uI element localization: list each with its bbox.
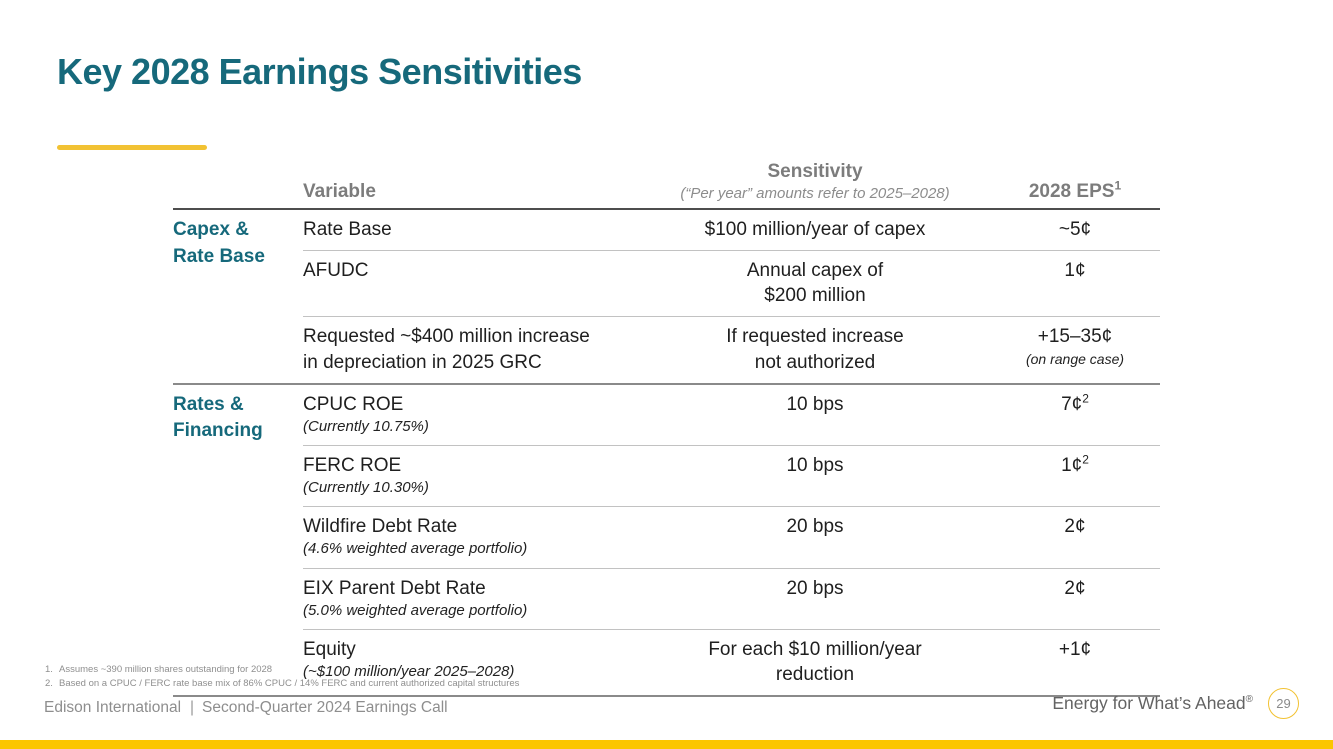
sensitivity-cell: If requested increase not authorized xyxy=(640,316,990,384)
footer-attribution: Edison International | Second-Quarter 2024… xyxy=(44,699,448,717)
eps-cell: 1¢2 xyxy=(990,444,1160,507)
footer-branding: Energy for What’s Ahead® 29 xyxy=(1052,688,1299,719)
eps-cell: 7¢2 xyxy=(990,382,1160,446)
table-header-row: Variable Sensitivity (“Per year” amounts… xyxy=(173,160,1160,211)
eps-header-label: 2028 EPS xyxy=(1028,180,1115,202)
col-header-variable: Variable xyxy=(303,160,640,211)
sensitivity-cell: 10 bps xyxy=(640,382,990,446)
variable-cell: EIX Parent Debt Rate (5.0% weighted aver… xyxy=(303,567,640,630)
col-header-sensitivity: Sensitivity (“Per year” amounts refer to… xyxy=(640,160,990,211)
sensitivities-table: Variable Sensitivity (“Per year” amounts… xyxy=(173,160,1160,698)
eps-cell: 2¢ xyxy=(990,506,1160,569)
table-row: EIX Parent Debt Rate (5.0% weighted aver… xyxy=(173,567,1160,630)
footer-company: Edison International xyxy=(44,699,182,716)
variable-cell: Requested ~$400 million increase in depr… xyxy=(303,316,640,384)
eps-cell: +15–35¢ (on range case) xyxy=(990,316,1160,384)
eps-cell: 2¢ xyxy=(990,567,1160,630)
variable-cell: Rate Base xyxy=(303,219,392,241)
footer-event: Second-Quarter 2024 Earnings Call xyxy=(202,699,448,716)
brand-tagline: Energy for What’s Ahead® xyxy=(1052,693,1253,713)
footer-divider: | xyxy=(190,699,195,716)
sensitivity-cell: For each $10 million/year reduction xyxy=(640,628,990,697)
eps-cell: 1¢ xyxy=(990,250,1160,317)
page-number-badge: 29 xyxy=(1268,688,1299,719)
eps-cell: +1¢ xyxy=(990,628,1160,697)
bottom-accent-bar xyxy=(0,740,1333,749)
earnings-sensitivities-table: Variable Sensitivity (“Per year” amounts… xyxy=(173,160,1160,698)
group-label-capex-rate-base: Capex & Rate Base xyxy=(173,219,265,267)
page-title: Key 2028 Earnings Sensitivities xyxy=(57,51,582,92)
sensitivity-cell: Annual capex of $200 million xyxy=(640,250,990,317)
footnote-2: 2. Based on a CPUC / FERC rate base mix … xyxy=(45,677,520,689)
sensitivity-header-label: Sensitivity xyxy=(767,161,863,182)
footnotes: 1. Assumes ~390 million shares outstandi… xyxy=(45,663,519,691)
table-row: Rates & Financing CPUC ROE (Currently 10… xyxy=(173,382,1160,697)
col-header-eps: 2028 EPS1 xyxy=(990,160,1160,211)
sensitivity-header-note: (“Per year” amounts refer to 2025–2028) xyxy=(680,184,950,202)
variable-cell: CPUC ROE (Currently 10.75%) xyxy=(303,382,640,446)
registered-trademark-symbol: ® xyxy=(1245,694,1253,706)
table-row: Equity (~$100 million/year 2025–2028) Fo… xyxy=(173,628,1160,697)
page-number: 29 xyxy=(1276,696,1291,711)
variable-cell: Equity (~$100 million/year 2025–2028) xyxy=(303,628,640,697)
variable-cell: AFUDC xyxy=(303,250,640,317)
sensitivity-cell: 10 bps xyxy=(640,444,990,507)
variable-cell: FERC ROE (Currently 10.30%) xyxy=(303,444,640,507)
table-row: FERC ROE (Currently 10.30%) 10 bps 1¢2 xyxy=(173,444,1160,507)
table-row: Wildfire Debt Rate (4.6% weighted averag… xyxy=(173,506,1160,569)
col-header-group-spacer xyxy=(173,160,303,211)
table-row: AFUDC Annual capex of $200 million 1¢ xyxy=(173,250,1160,317)
sensitivity-cell: 20 bps xyxy=(640,506,990,569)
group-label-rates-financing: Rates & Financing xyxy=(173,382,303,697)
sensitivity-cell: $100 million/year of capex xyxy=(704,219,926,241)
sensitivity-cell: 20 bps xyxy=(640,567,990,630)
footnote-1: 1. Assumes ~390 million shares outstandi… xyxy=(45,664,273,675)
title-accent-line xyxy=(57,145,207,150)
variable-cell: Wildfire Debt Rate (4.6% weighted averag… xyxy=(303,506,640,569)
eps-cell: ~5¢ xyxy=(1058,219,1092,241)
table-row: Capex & Rate Base Rate Base $100 million… xyxy=(173,209,1160,267)
table-row: Requested ~$400 million increase in depr… xyxy=(173,316,1160,384)
eps-header-footnote-marker: 1 xyxy=(1114,178,1122,193)
